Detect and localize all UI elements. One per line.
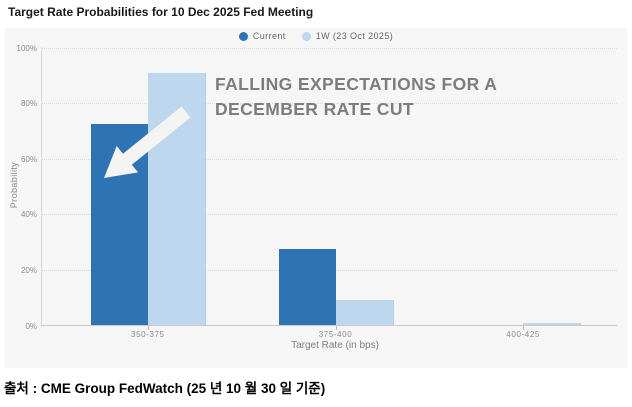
y-tick-label: 40% (20, 210, 37, 220)
legend: Current 1W (23 Oct 2025) (5, 31, 627, 41)
x-axis-line (41, 325, 617, 326)
legend-label: Current (252, 31, 286, 41)
gridline-80 (41, 103, 617, 105)
x-tick-label-375-400: 375-400 (318, 330, 353, 339)
x-tick-label-400-425: 400-425 (506, 330, 540, 339)
x-tick-mark (147, 326, 149, 330)
annotation-text: FALLING EXPECTATIONS FOR A DECEMBER RATE… (215, 72, 497, 122)
gridline-100 (41, 47, 617, 49)
legend-dot-icon (238, 31, 248, 41)
bar-1w-23-oct-2025--375-400 (335, 300, 394, 326)
x-axis-title: Target Rate (in bps) (291, 340, 379, 351)
source-text: 출처 : CME Group FedWatch (25 년 10 월 30 일 … (4, 381, 326, 396)
gridline-40 (41, 214, 617, 216)
bar-current-375-400 (278, 249, 336, 326)
chart-panel: Current 1W (23 Oct 2025) 0% 20% 40% 60% 80% 10… (5, 28, 627, 368)
legend-label: 1W (23 Oct 2025) (315, 31, 394, 41)
legend-item-1w-23-oct-2025-[interactable]: 1W (23 Oct 2025) (301, 31, 394, 41)
y-tick-label: 100% (16, 43, 37, 53)
y-tick-label: 0% (25, 321, 37, 331)
x-tick-label-350-375: 350-375 (131, 330, 165, 339)
annotation-line2: DECEMBER RATE CUT (215, 99, 414, 119)
chart-title: Target Rate Probabilities for 10 Dec 202… (8, 5, 314, 19)
y-tick-label: 20% (20, 265, 37, 275)
legend-dot-icon (301, 31, 311, 41)
annotation-line1: FALLING EXPECTATIONS FOR A (215, 74, 498, 94)
y-tick-label: 60% (20, 154, 37, 164)
y-axis-title: Probability (9, 161, 19, 209)
y-axis-line (41, 47, 42, 326)
bar-current-350-375 (90, 123, 148, 326)
legend-item-current[interactable]: Current (238, 31, 286, 41)
gridline-60 (41, 158, 617, 160)
bar-1w-23-oct-2025--350-375 (147, 72, 206, 326)
y-tick-label: 80% (20, 99, 37, 109)
x-tick-mark (335, 326, 337, 330)
bar-1w-23-oct-2025--400-425 (523, 322, 582, 326)
x-tick-mark (523, 326, 525, 330)
